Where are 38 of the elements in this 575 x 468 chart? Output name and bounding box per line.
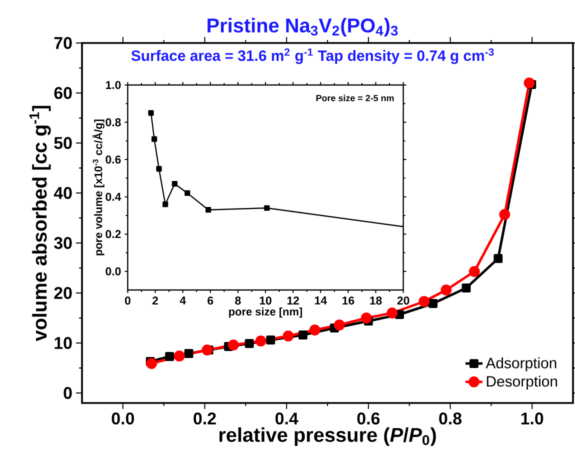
x-tick-label: 0 (124, 296, 130, 305)
x-tick-label: 0.2 (194, 412, 216, 425)
y-tick-label: 0.0 (106, 267, 121, 276)
x-tick-label: 4 (180, 296, 186, 304)
annotation: Pore size = 2-5 nm (316, 94, 394, 102)
y-tick-label: 0 (64, 387, 72, 399)
y-tick-label: 0.4 (106, 192, 122, 201)
y-axis-title: volume absorbed [cc g$^{-1}$] (29, 106, 51, 342)
y-tick-label: 0.2 (106, 230, 121, 238)
x-tick-label: 16 (342, 296, 354, 305)
x-axis-title: relative pressure (P/P$_{0}$) (219, 427, 436, 446)
y-tick-label: 10 (54, 337, 72, 349)
legend-label: Adsorption (486, 357, 556, 372)
x-tick-label: 14 (314, 296, 327, 304)
y-tick-label: 40 (54, 187, 72, 200)
x-tick-label: 6 (208, 296, 214, 305)
y-tick-label: 50 (54, 137, 72, 150)
x-tick-label: 0.6 (357, 412, 380, 425)
y-tick-label: 0.6 (106, 155, 121, 164)
legend-label: Desorption (486, 376, 558, 390)
chart-subtitle: Surface area = 31.6 m$^{2}$ g$^{-1}$ Tap density = 0.74 g cm$^{-3}$ (131, 48, 494, 64)
y-axis-title: pore volume [x10$^{-3}$ cc/Å/g] (92, 120, 104, 256)
x-axis-title: pore size [nm] (229, 307, 302, 318)
y-tick-label: 0.8 (106, 118, 121, 126)
y-tick-label: 70 (54, 37, 72, 50)
chart-title: Pristine Na$_{3}$V$_{2}$(PO$_{4}$)$_{3}$ (208, 18, 398, 37)
x-tick-label: 1.0 (521, 412, 544, 425)
x-tick-label: 8 (235, 296, 241, 305)
y-tick-label: 60 (54, 87, 72, 100)
x-tick-label: 18 (370, 296, 382, 305)
x-tick-label: 0.8 (439, 412, 462, 425)
x-tick-label: 12 (287, 296, 299, 305)
y-tick-label: 30 (54, 236, 72, 250)
x-tick-label: 2 (152, 296, 158, 305)
x-tick-label: 0.4 (275, 412, 298, 425)
x-tick-label: 20 (397, 296, 410, 305)
x-tick-label: 10 (260, 296, 272, 305)
y-tick-label: 1.0 (106, 80, 121, 90)
